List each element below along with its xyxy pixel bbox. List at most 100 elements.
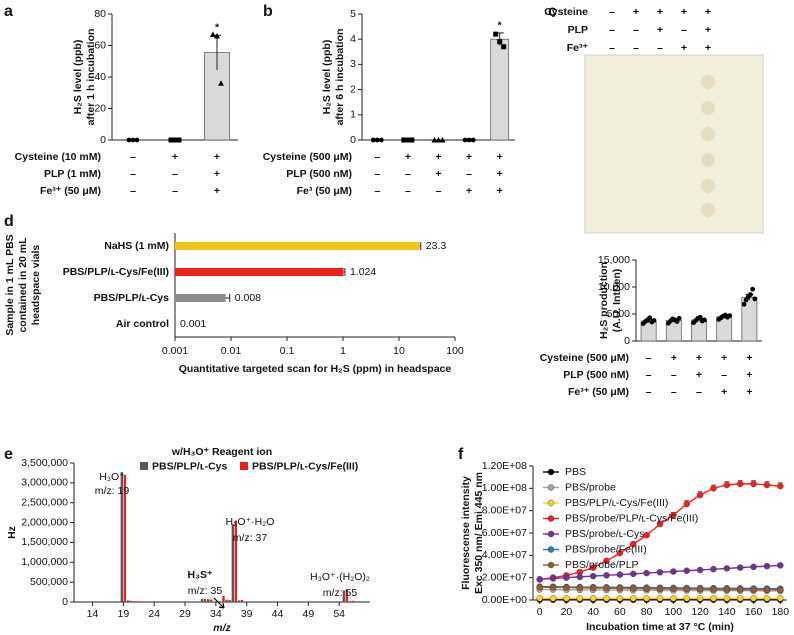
blot-image — [584, 54, 764, 234]
x-tick-label: 34 — [210, 608, 222, 620]
data-point — [589, 572, 597, 580]
chart-title: w/H₃O⁺ Reagent ion — [171, 446, 272, 458]
condition-sign: – — [696, 386, 702, 398]
condition-sign: + — [696, 352, 702, 364]
data-point — [630, 570, 637, 578]
data-point — [172, 137, 178, 143]
data-point — [676, 315, 682, 321]
x-tick-label: 140 — [718, 606, 736, 618]
condition-sign: – — [646, 352, 652, 364]
legend-label: PBS/probe — [565, 481, 616, 493]
y-tick-label: 4.00E+07 — [482, 549, 527, 561]
condition-sign: + — [466, 185, 472, 197]
data-point — [643, 569, 650, 577]
data-point — [176, 137, 182, 143]
condition-sign: + — [172, 151, 178, 163]
y-tick-label: 10,000 — [598, 281, 630, 293]
panel-label: c — [548, 3, 557, 20]
condition-sign: – — [405, 185, 411, 197]
y-tick-label: 1.00E+08 — [482, 482, 527, 494]
y-tick-label: 80 — [94, 8, 106, 20]
blot-sign: – — [633, 24, 639, 36]
blot-sign: – — [657, 42, 663, 54]
data-point — [763, 481, 771, 489]
condition-label: Cysteine (10 mM) — [15, 151, 101, 163]
data-point — [462, 137, 468, 143]
x-axis-label: Incubation time at 37 °C (min) — [586, 621, 734, 633]
x-tick-label: 160 — [745, 606, 763, 618]
data-point — [616, 571, 624, 578]
data-point — [683, 567, 690, 574]
data-point — [763, 586, 771, 594]
bar — [209, 599, 213, 602]
category-label: PBS/PLP/ʟ-Cys — [94, 292, 170, 304]
blot-sign: + — [705, 6, 711, 18]
x-tick-label: 180 — [772, 606, 790, 618]
condition-sign: + — [671, 352, 677, 364]
data-point — [750, 563, 757, 571]
condition-sign: + — [214, 185, 220, 197]
data-point — [549, 595, 557, 602]
y-tick-label: 1,000,000 — [21, 556, 68, 568]
condition-sign: – — [130, 168, 136, 180]
data-point — [563, 584, 570, 591]
data-point — [589, 584, 597, 592]
legend-marker — [547, 515, 555, 522]
data-point — [405, 137, 411, 143]
y-tick-label: 0.00E+00 — [482, 594, 527, 606]
x-tick-label: 49 — [302, 608, 314, 620]
y-axis-label: headspace vials — [30, 245, 42, 326]
blot-sign: – — [609, 6, 615, 18]
x-tick-label: 14 — [87, 608, 99, 620]
legend-swatch — [140, 462, 148, 470]
legend-marker — [547, 499, 555, 507]
data-point — [647, 315, 653, 321]
bar — [222, 596, 225, 602]
data-point — [603, 572, 610, 579]
condition-sign: + — [214, 151, 220, 163]
condition-sign: – — [436, 185, 442, 197]
y-tick-label: 1,500,000 — [21, 536, 68, 548]
data-point — [750, 286, 756, 292]
annotation: m/z: 19 — [95, 485, 130, 497]
data-point — [218, 80, 224, 86]
data-point — [470, 137, 476, 143]
data-point — [643, 532, 650, 539]
blot-sign: + — [681, 42, 687, 54]
data-point — [536, 595, 543, 602]
condition-label: PLP (500 nM) — [286, 168, 352, 180]
y-tick-label: 0 — [62, 596, 68, 608]
y-axis-label: after 1 h incubation — [85, 29, 97, 126]
bar — [175, 242, 420, 250]
data-point — [723, 595, 731, 602]
y-tick-label: 15,000 — [598, 254, 630, 266]
bar — [206, 599, 210, 602]
bar — [123, 474, 127, 602]
blot-sign: + — [705, 42, 711, 54]
data-point — [630, 540, 637, 548]
x-tick-label: 44 — [272, 608, 284, 620]
y-tick-label: 0 — [100, 134, 106, 146]
blot-sign: – — [609, 42, 615, 54]
data-point — [130, 137, 136, 143]
legend-marker — [547, 484, 555, 491]
y-tick-label: 2,500,000 — [21, 496, 68, 508]
bar — [200, 598, 204, 602]
y-axis-label: Hz — [6, 526, 18, 539]
y-axis-label: contained in 20 mL — [17, 237, 29, 333]
blot-sign: + — [633, 6, 639, 18]
bar — [490, 38, 510, 141]
x-tick-label: 0.01 — [221, 345, 242, 357]
data-point — [670, 511, 677, 519]
data-point — [651, 318, 657, 323]
condition-sign: + — [696, 369, 702, 381]
data-point — [656, 585, 664, 593]
data-point — [374, 137, 380, 143]
condition-label: PLP (1 mM) — [44, 168, 101, 180]
bar — [348, 601, 352, 602]
condition-sign: – — [374, 168, 380, 180]
data-point — [741, 301, 747, 307]
y-axis-label: H₂S level (ppb) — [72, 40, 84, 115]
data-point — [702, 317, 707, 323]
